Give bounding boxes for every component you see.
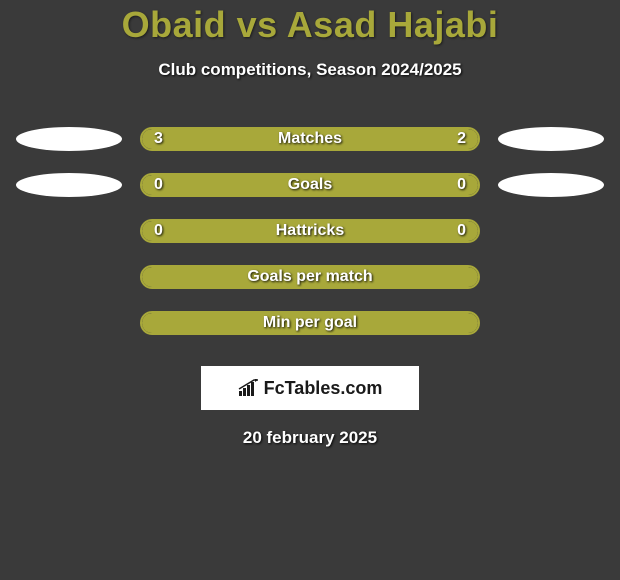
stat-bar: 3 Matches 2 (140, 127, 480, 151)
stat-label: Hattricks (276, 222, 344, 240)
stat-value-right: 0 (457, 176, 466, 194)
stat-row: 0 Hattricks 0 (0, 208, 620, 254)
stat-row: 3 Matches 2 (0, 116, 620, 162)
subtitle: Club competitions, Season 2024/2025 (0, 60, 620, 80)
stat-bar: Goals per match (140, 265, 480, 289)
stat-bar: 0 Goals 0 (140, 173, 480, 197)
stat-label: Matches (278, 130, 342, 148)
stat-bar: 0 Hattricks 0 (140, 219, 480, 243)
stat-rows: 3 Matches 2 0 Goals 0 0 Hattricks 0 Goals per mat… (0, 116, 620, 346)
comparison-infographic: Obaid vs Asad Hajabi Club competitions, … (0, 0, 620, 448)
stat-value-left: 0 (154, 176, 163, 194)
stat-bar: Min per goal (140, 311, 480, 335)
stat-value-left: 0 (154, 222, 163, 240)
logo-text: FcTables.com (264, 378, 383, 399)
stat-row: Min per goal (0, 300, 620, 346)
date-label: 20 february 2025 (0, 428, 620, 448)
logo-badge: FcTables.com (201, 366, 419, 410)
player-left-marker (16, 127, 122, 151)
stat-row: 0 Goals 0 (0, 162, 620, 208)
player-right-marker (498, 127, 604, 151)
stat-row: Goals per match (0, 254, 620, 300)
stat-label: Min per goal (263, 314, 357, 332)
player-right-marker (498, 173, 604, 197)
stat-value-left: 3 (154, 130, 163, 148)
stat-label: Goals (288, 176, 332, 194)
stat-value-right: 2 (457, 130, 466, 148)
page-title: Obaid vs Asad Hajabi (0, 4, 620, 46)
stat-value-right: 0 (457, 222, 466, 240)
barchart-icon (238, 379, 260, 397)
player-left-marker (16, 173, 122, 197)
stat-label: Goals per match (247, 268, 372, 286)
